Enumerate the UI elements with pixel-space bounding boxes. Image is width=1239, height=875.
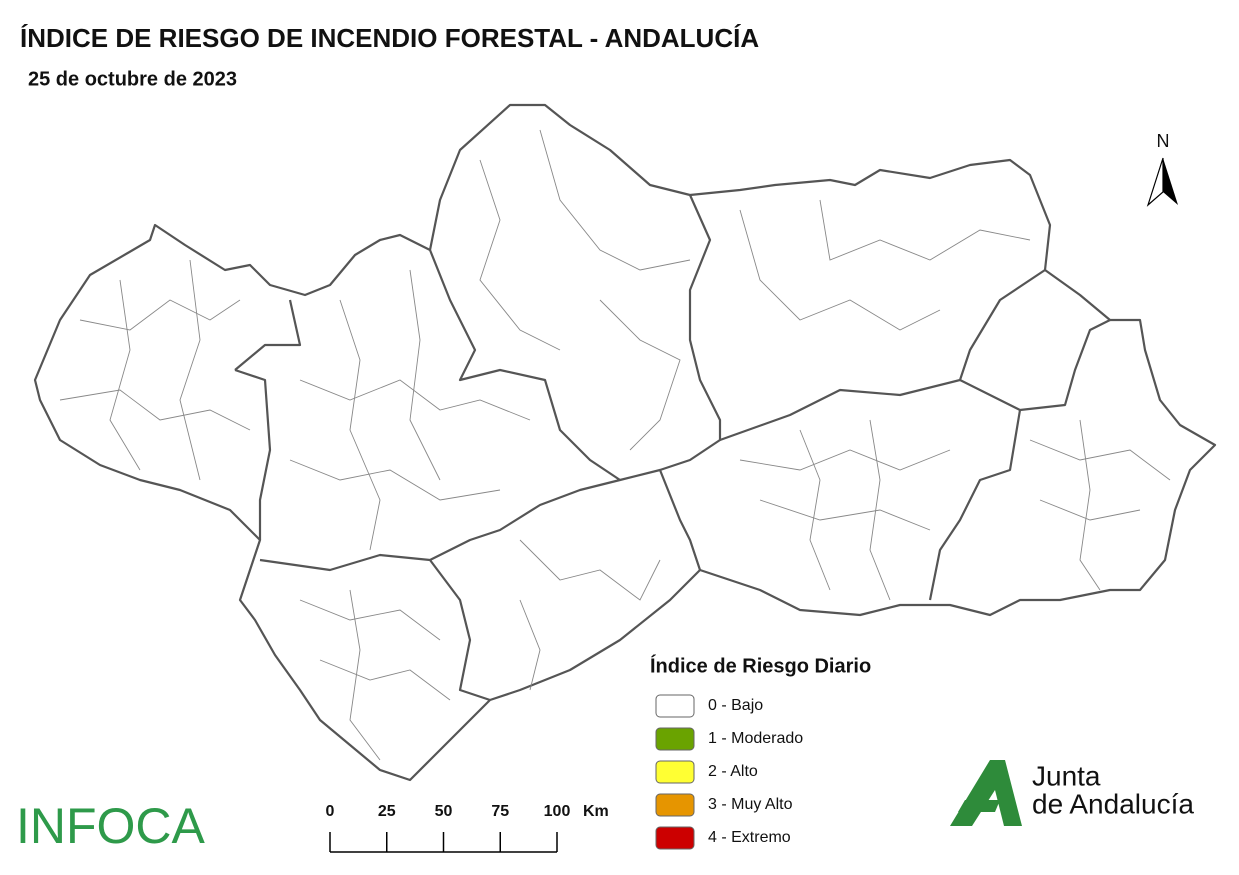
scale-bar: 0 25 50 75 100 Km [326, 803, 609, 853]
legend-swatch [655, 727, 695, 751]
north-label: N [1157, 131, 1170, 151]
province-border [719, 269, 1046, 442]
region-map [33, 103, 1217, 782]
province-border [428, 249, 621, 481]
junta-text: Junta [1032, 760, 1101, 791]
legend-label: 4 - Extremo [708, 829, 791, 846]
province-border [928, 409, 1022, 601]
province-border [234, 299, 302, 371]
scale-label: 75 [491, 803, 509, 820]
province-border [259, 468, 702, 572]
province-border [234, 368, 272, 540]
scale-label: 0 [326, 803, 335, 820]
scale-label: 50 [435, 803, 453, 820]
junta-logo: Junta de Andalucía [950, 760, 1194, 826]
legend-label: 0 - Bajo [708, 697, 763, 714]
legend-label: 3 - Muy Alto [708, 796, 793, 813]
legend-label: 1 - Moderado [708, 730, 803, 747]
north-arrow: N [1146, 131, 1178, 207]
scale-label: 25 [378, 803, 396, 820]
andalucia-outline [33, 103, 1217, 782]
title: ÍNDICE DE RIESGO DE INCENDIO FORESTAL - … [20, 23, 759, 53]
province-border [959, 319, 1111, 412]
province-border [659, 194, 722, 472]
legend-swatch [655, 826, 695, 850]
scale-label: 100 [544, 803, 571, 820]
infoca-logo: INFOCA [16, 798, 206, 854]
legend-swatch [655, 760, 695, 784]
province-border [429, 559, 491, 702]
date: 25 de octubre de 2023 [28, 68, 237, 90]
municipal-borders [59, 129, 1171, 761]
legend-label: 2 - Alto [708, 763, 758, 780]
legend: Índice de Riesgo Diario 0 - Bajo 1 - Mode… [650, 654, 871, 850]
legend-swatch [655, 694, 695, 718]
legend-title: Índice de Riesgo Diario [650, 654, 871, 677]
scale-unit: Km [583, 803, 609, 820]
legend-swatch [655, 793, 695, 817]
junta-text: de Andalucía [1032, 788, 1194, 819]
